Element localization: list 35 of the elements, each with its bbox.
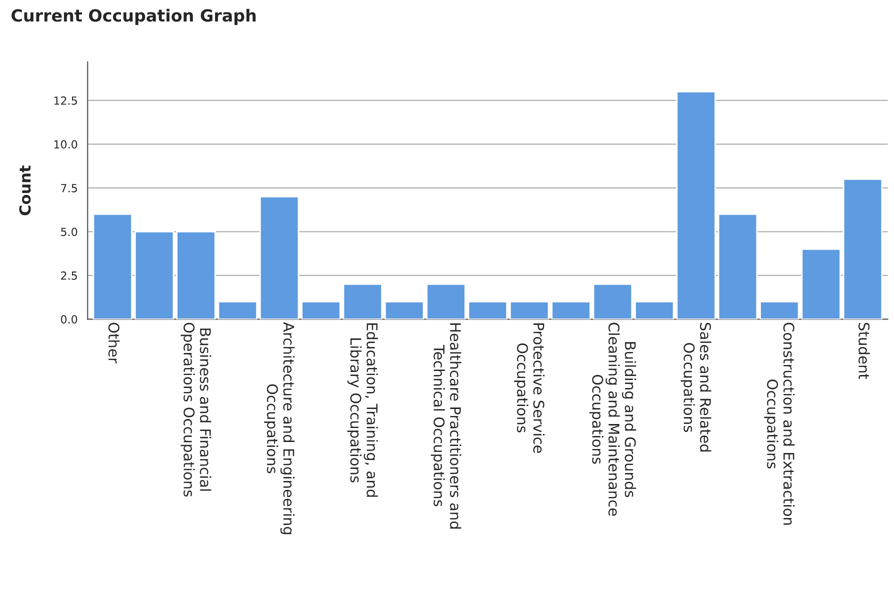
bar bbox=[301, 300, 341, 320]
y-tick-label: 10.0 bbox=[54, 140, 78, 149]
chart-title: Current Occupation Graph bbox=[12, 8, 256, 25]
bar bbox=[509, 300, 550, 320]
x-tick-label: Healthcare Practitioners and Technical Occupations bbox=[430, 323, 462, 529]
bar bbox=[551, 300, 591, 320]
x-tick-label: Business and Financial Operations Occupations bbox=[180, 322, 212, 497]
x-tick-label: Other bbox=[108, 322, 120, 364]
bar bbox=[468, 300, 508, 320]
x-tick-label: Protective Service Occupations bbox=[514, 323, 545, 453]
x-tick-label: Education, Training, and Library Occupations bbox=[347, 323, 378, 497]
y-tick-label: 12.5 bbox=[54, 96, 77, 105]
bar bbox=[134, 231, 174, 320]
bar bbox=[592, 283, 633, 320]
x-tick-label: Construction and Extraction Occupations bbox=[764, 322, 795, 525]
bar bbox=[176, 231, 216, 320]
y-tick-label: 5.0 bbox=[61, 228, 78, 236]
bar bbox=[676, 91, 716, 320]
y-axis-title: Count bbox=[19, 166, 31, 216]
bar bbox=[218, 300, 258, 320]
bar bbox=[342, 283, 383, 320]
bar bbox=[634, 300, 674, 320]
bar bbox=[92, 214, 132, 320]
bar bbox=[718, 214, 758, 320]
x-tick-label: Sales and Related Occupations bbox=[680, 322, 712, 452]
bar bbox=[384, 300, 424, 320]
y-tick-label: 0.0 bbox=[60, 315, 78, 324]
bar bbox=[426, 283, 466, 320]
y-tick-label: 2.5 bbox=[61, 271, 77, 280]
x-tick-label: Architecture and Engineering Occupations bbox=[264, 322, 295, 534]
y-tick-label: 7.5 bbox=[61, 184, 77, 192]
x-tick-label: Student bbox=[858, 322, 870, 380]
bar bbox=[259, 196, 300, 320]
bar bbox=[842, 178, 883, 320]
x-tick-label: Building and Grounds Cleaning and Maintenance Occupations bbox=[589, 322, 636, 516]
